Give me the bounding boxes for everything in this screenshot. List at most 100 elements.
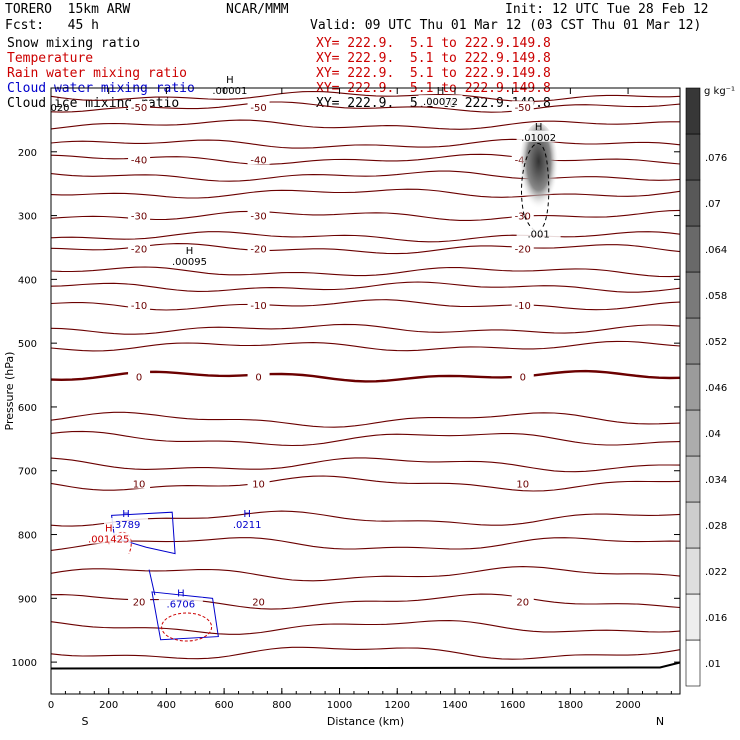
temperature-contour-label: -20 <box>515 245 531 256</box>
x-axis-label: Distance (km) <box>327 715 404 728</box>
temperature-contour <box>50 138 681 149</box>
contour-label-bg <box>247 242 270 254</box>
cloud-water-contour <box>151 591 219 641</box>
colorbar-bin <box>685 501 701 549</box>
max-marker: H <box>122 509 130 520</box>
legend-xy: XY= 222.9. 5.1 to 222.9.149.8 <box>316 51 551 66</box>
x-tick-label: 1800 <box>558 700 583 711</box>
colorbar-bin <box>685 179 701 227</box>
x-tick-label: 1400 <box>442 700 467 711</box>
temperature-contour <box>50 119 680 130</box>
temperature-contour <box>50 209 681 221</box>
rain-water-contour <box>161 612 213 642</box>
colorbar-bin <box>685 547 701 595</box>
contour-label-bg <box>511 370 534 382</box>
annotation-bg <box>516 227 561 239</box>
colorbar-bin <box>685 317 701 365</box>
colorbar-label: .04 <box>705 429 721 440</box>
temperature-contour-label: 0 <box>136 372 142 383</box>
y-tick-label: 900 <box>18 594 37 605</box>
colorbar-label: .01 <box>705 659 721 670</box>
surface-line <box>50 661 681 670</box>
x-tick-label: 1600 <box>500 700 525 711</box>
temperature-contour <box>50 646 681 660</box>
max-value: .6706 <box>167 600 196 611</box>
contour-label-bg <box>128 209 151 221</box>
temperature-contour-label: -40 <box>250 155 266 166</box>
colorbar-bin <box>685 639 701 687</box>
x-tick-label: 600 <box>215 700 234 711</box>
temperature-contour <box>50 90 681 102</box>
temperature-contour <box>50 323 681 335</box>
legend-xy: XY= 222.9. 5.1 to 222.9.149.8 <box>316 36 551 51</box>
x-tick-label: 800 <box>272 700 291 711</box>
contour-label-bg <box>247 153 270 165</box>
y-tick-label: 500 <box>18 339 37 350</box>
contour-label-bg <box>511 242 534 254</box>
temperature-contour-label: -20 <box>250 245 266 256</box>
temperature-contour <box>50 475 681 492</box>
max-value: .00095 <box>172 257 207 268</box>
y-tick-label: 300 <box>18 212 37 223</box>
temperature-contour-label: -10 <box>250 301 266 312</box>
contour-label-bg <box>247 209 270 221</box>
temperature-contour <box>50 620 681 635</box>
colorbar-label: .052 <box>705 337 727 348</box>
max-marker: H <box>535 122 543 133</box>
cloud-water-contour <box>148 569 156 596</box>
contour-label-bg <box>128 477 151 489</box>
temperature-contour <box>50 243 681 255</box>
end-label-north: N <box>656 715 664 728</box>
annotation-bg <box>516 130 561 142</box>
colorbar-bin <box>685 87 701 135</box>
legend-entry: Temperature <box>7 51 94 66</box>
y-tick-label: 600 <box>18 403 37 414</box>
temperature-contour <box>50 430 681 447</box>
max-value: .01002 <box>521 133 556 144</box>
annotation-bg <box>225 517 270 529</box>
y-axis-label: Pressure (hPa) <box>3 352 16 431</box>
temperature-contour-label: -50 <box>131 103 147 114</box>
x-tick-label: 1000 <box>327 700 352 711</box>
colorbar-label: .034 <box>705 475 727 486</box>
contour-label-bg <box>128 242 151 254</box>
x-tick-label: 400 <box>157 700 176 711</box>
colorbar-bin <box>685 409 701 457</box>
valid-time: Valid: 09 UTC Thu 01 Mar 12 (03 CST Thu … <box>310 18 702 33</box>
max-value: .0211 <box>233 520 262 531</box>
temperature-contour-label: 10 <box>252 479 265 490</box>
colorbar-label: .064 <box>705 245 727 256</box>
init-time: Init: 12 UTC Tue 28 Feb 12 <box>505 2 709 17</box>
colorbar-label: .016 <box>705 613 727 624</box>
contour-label-bg <box>247 101 270 113</box>
y-tick-label: 1000 <box>12 658 37 669</box>
temperature-contour <box>50 457 681 473</box>
temperature-contour-label: 20 <box>516 598 529 609</box>
colorbar-bin <box>685 593 701 641</box>
annotation-bg <box>86 532 131 544</box>
temperature-contour <box>50 101 681 113</box>
contour-label-bg <box>511 477 534 489</box>
colorbar-unit: g kg⁻¹ <box>704 86 735 97</box>
model-title: TORERO 15km ARW <box>5 2 131 17</box>
temperature-contour <box>50 537 681 551</box>
colorbar-bin <box>685 133 701 181</box>
temperature-contour-label: 10 <box>133 479 146 490</box>
max-marker: H <box>186 246 194 257</box>
contour-label-bg <box>511 298 534 310</box>
max-marker: H <box>226 75 234 86</box>
forecast-hour: Fcst: 45 h <box>5 18 99 33</box>
contour-label-bg <box>128 101 151 113</box>
legend-xy: XY= 222.9. 5.1 to 222.9.149.8 <box>316 66 551 81</box>
temperature-contour-label: -50 <box>515 103 531 114</box>
temperature-contour-label: 20 <box>252 598 265 609</box>
snow-shading <box>518 122 559 219</box>
annotation-bg <box>158 597 203 609</box>
y-tick-label: 700 <box>18 467 37 478</box>
colorbar-label: .028 <box>705 521 727 532</box>
max-marker: H <box>243 509 251 520</box>
contour-label-bg <box>247 298 270 310</box>
temperature-contour <box>50 299 681 311</box>
colorbar-bin <box>685 455 701 503</box>
